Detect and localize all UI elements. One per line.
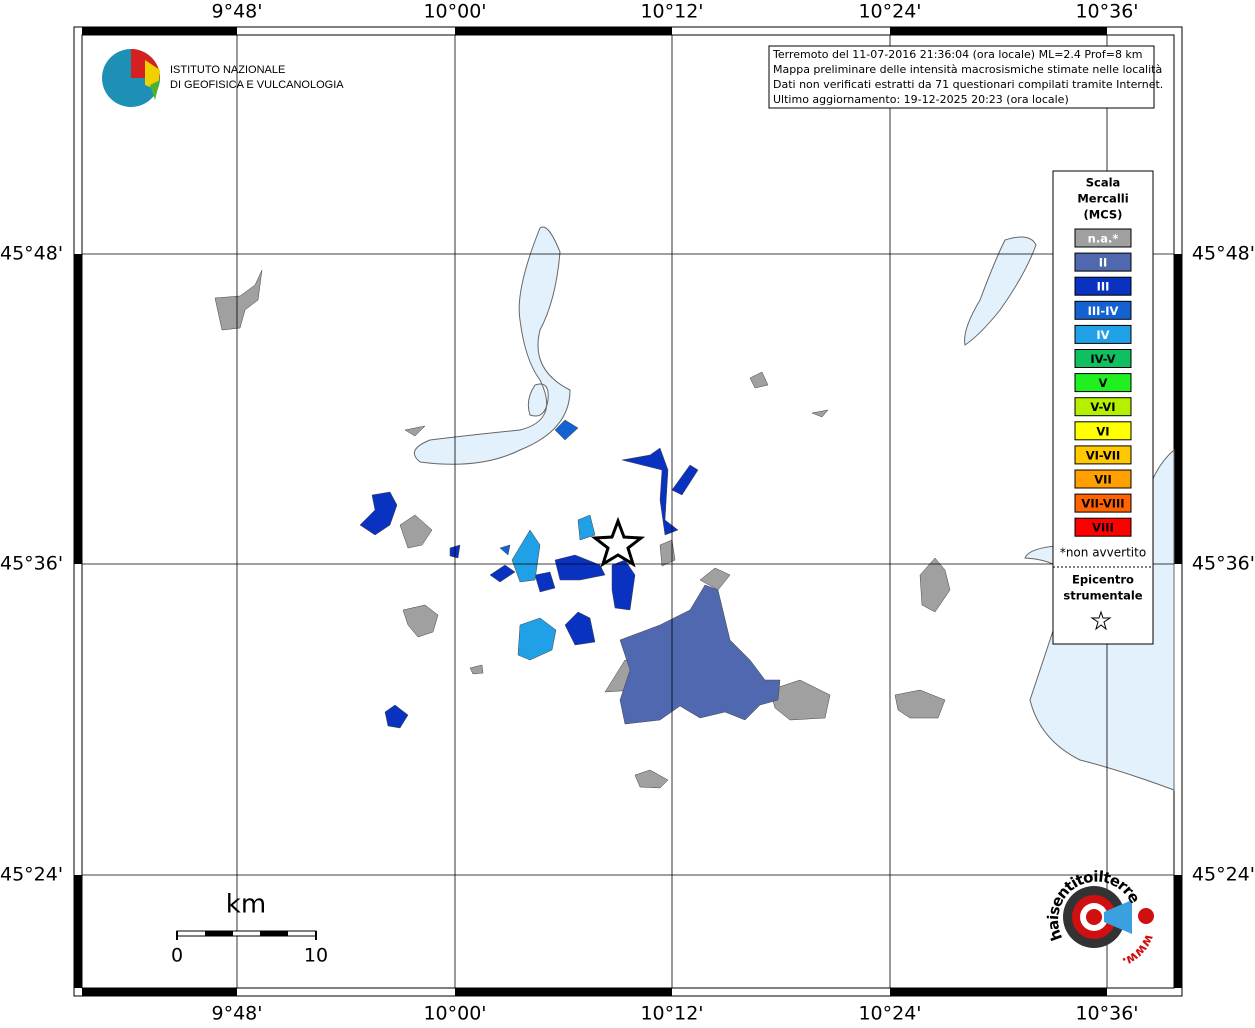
legend-label: V-VI [1090,400,1115,414]
longitude-label: 10°12' [640,1003,703,1025]
scale-label: 0 [171,945,183,967]
legend-label: V [1099,376,1108,390]
legend-label: VII-VIII [1081,497,1124,511]
latitude-label: 45°48' [0,243,63,265]
legend-label: VIII [1092,521,1114,535]
legend-label: II [1099,256,1108,270]
border-stripe [455,988,672,996]
longitude-label: 9°48' [212,1003,263,1025]
legend-epicenter: Epicentro [1072,573,1134,587]
border-stripe [82,27,237,35]
legend-swatch [1074,517,1132,537]
legend-label: III-IV [1088,304,1119,318]
latitude-label: 45°24' [0,864,63,886]
legend-swatch [1074,300,1132,320]
legend-star [1090,610,1112,631]
legend-label: IV-V [1090,352,1115,366]
legend-swatch [1074,397,1132,417]
border-stripe [455,27,672,35]
legend-swatch [1074,349,1132,368]
legend-swatch [1074,228,1132,248]
scale-label: 10 [304,945,328,967]
legend-label: VII [1094,473,1111,487]
info-line: Dati non verificati estratti da 71 quest… [773,78,1163,91]
info-line: Terremoto del 11-07-2016 21:36:04 (ora l… [772,48,1143,61]
map-border [73,26,1183,997]
legend-epicenter: strumentale [1063,589,1142,603]
border-stripe [1174,254,1182,564]
info-box [768,45,1155,109]
border-stripe [74,254,82,564]
legend-swatch [1074,324,1132,344]
legend-label: III [1097,280,1110,294]
scale-unit: km [226,890,266,920]
legend-swatch [1074,445,1132,465]
longitude-label: 10°36' [1075,1003,1138,1025]
legend-swatch [1074,493,1132,513]
longitude-label: 9°48' [212,1,263,23]
longitude-label: 10°24' [858,1,921,23]
longitude-label: 10°36' [1075,1,1138,23]
ingv-logo: ISTITUTO NAZIONALE DI GEOFISICA E VULCAN… [102,49,344,107]
institute-name: ISTITUTO NAZIONALE [170,64,285,76]
legend-swatch [1074,421,1132,441]
border-stripe [890,988,1107,996]
institute-name: DI GEOFISICA E VULCANOLOGIA [170,79,344,91]
legend-label: VI [1096,424,1109,438]
municipalities [214,269,951,789]
legend-label: n.a.* [1088,232,1119,246]
legend-title: Mercalli [1077,192,1128,206]
legend-swatch [1074,373,1132,393]
border-stripe [74,875,82,988]
epicenter [590,516,646,568]
border-stripe [82,988,237,996]
info-line: Mappa preliminare delle intensità macros… [773,63,1162,76]
longitude-label: 10°12' [640,1,703,23]
legend-swatch [1074,469,1132,489]
longitude-label: 10°00' [423,1,486,23]
latitude-label: 45°36' [0,553,63,575]
border-stripe [1174,875,1182,988]
legend-note: *non avvertito [1060,546,1146,560]
legend-title: Scala [1086,176,1121,190]
legend-swatch [1074,276,1132,296]
legend-label: VI-VII [1086,448,1121,462]
info-line: Ultimo aggiornamento: 19-12-2025 20:23 (… [773,93,1069,106]
longitude-label: 10°24' [858,1003,921,1025]
scale-bar: km 0 10 [171,890,328,967]
latitude-label: 45°24' [1192,864,1255,886]
legend-title: (MCS) [1084,208,1123,222]
legend-label: IV [1096,328,1109,342]
longitude-label: 10°00' [423,1003,486,1025]
border-stripe [890,27,1107,35]
legend-swatch [1074,252,1132,272]
latitude-label: 45°36' [1192,553,1255,575]
latitude-label: 45°48' [1192,243,1255,265]
